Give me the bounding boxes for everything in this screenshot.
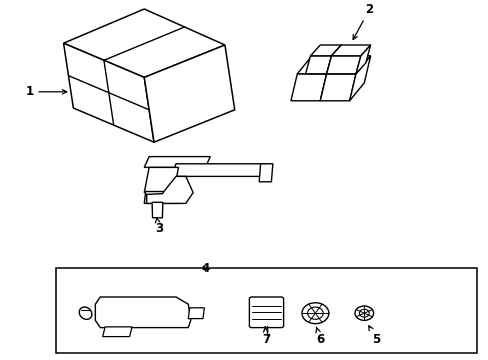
Polygon shape	[63, 9, 224, 77]
Polygon shape	[326, 56, 370, 74]
Polygon shape	[63, 43, 154, 142]
Ellipse shape	[79, 307, 92, 319]
Ellipse shape	[359, 309, 368, 317]
Polygon shape	[305, 56, 331, 74]
FancyBboxPatch shape	[249, 297, 283, 328]
Text: 6: 6	[315, 327, 324, 346]
Bar	[56, 268, 476, 353]
Polygon shape	[95, 297, 190, 328]
Polygon shape	[144, 45, 234, 142]
Polygon shape	[326, 56, 360, 74]
Polygon shape	[320, 56, 341, 101]
Text: 4: 4	[201, 262, 209, 275]
Text: 2: 2	[352, 3, 373, 40]
Polygon shape	[297, 56, 341, 74]
Polygon shape	[144, 192, 180, 203]
Polygon shape	[152, 202, 163, 218]
Polygon shape	[310, 45, 341, 56]
Ellipse shape	[354, 306, 373, 320]
Text: 3: 3	[155, 218, 163, 235]
Polygon shape	[188, 308, 204, 319]
Polygon shape	[102, 327, 132, 337]
Polygon shape	[290, 74, 326, 101]
Polygon shape	[146, 176, 193, 203]
Text: 5: 5	[368, 326, 380, 346]
Polygon shape	[331, 45, 370, 56]
Polygon shape	[259, 164, 272, 182]
Polygon shape	[326, 45, 341, 74]
Polygon shape	[349, 56, 370, 101]
Ellipse shape	[307, 307, 323, 319]
Polygon shape	[171, 164, 266, 176]
Polygon shape	[144, 167, 178, 193]
Ellipse shape	[302, 303, 328, 324]
Text: 1: 1	[25, 85, 66, 98]
Polygon shape	[355, 45, 370, 74]
Polygon shape	[144, 157, 210, 167]
Text: 7: 7	[262, 327, 270, 346]
Polygon shape	[320, 74, 355, 101]
